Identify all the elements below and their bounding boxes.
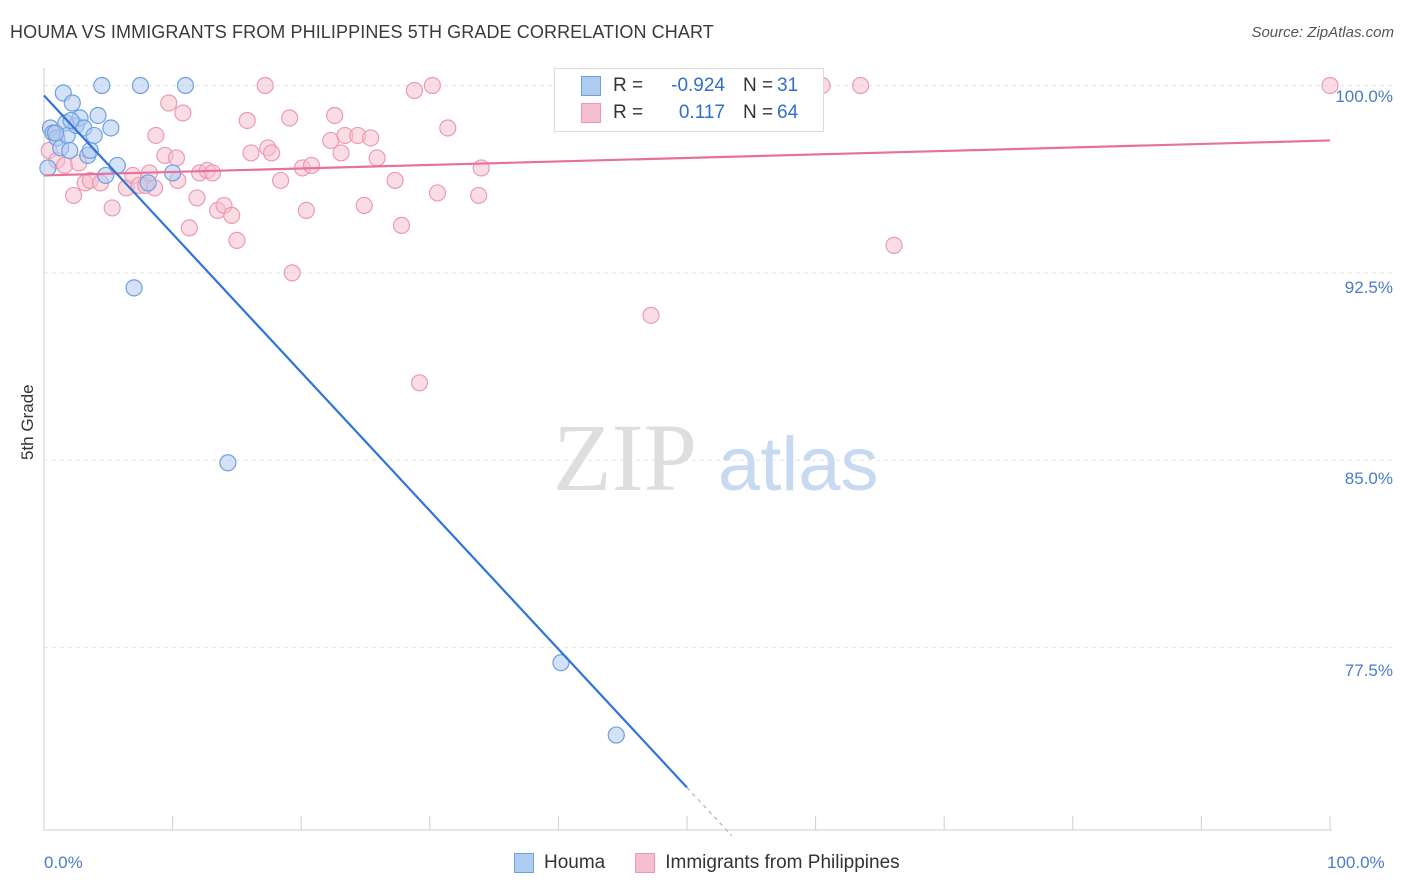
houma-point	[39, 159, 57, 177]
philippines-point	[242, 144, 260, 162]
philippines-point	[297, 201, 315, 220]
philippines-point	[188, 189, 206, 207]
houma-point	[97, 166, 115, 185]
r-value: -0.924	[671, 75, 725, 96]
houma-trendline	[43, 94, 688, 789]
philippines-point	[64, 186, 83, 205]
philippines-point	[203, 164, 222, 182]
philippines-point	[423, 76, 441, 95]
philippines-point	[885, 236, 903, 254]
x-tick-label: 100.0%	[1327, 853, 1385, 872]
houma-point	[93, 76, 111, 95]
legend-row-philippines: R = 0.117 N = 64	[581, 100, 817, 126]
philippines-trendline	[43, 139, 1331, 177]
houma-point	[139, 174, 157, 192]
philippines-point	[362, 129, 380, 147]
r-label: R =	[613, 75, 644, 96]
n-value: 64	[777, 102, 799, 123]
philippines-point	[283, 264, 301, 282]
philippines-point	[642, 306, 660, 324]
y-axis-label: 5th Grade	[18, 384, 37, 460]
philippines-point	[174, 104, 192, 122]
axes	[43, 68, 1332, 831]
watermark-atlas: atlas	[718, 422, 879, 507]
houma-swatch	[514, 853, 534, 873]
y-tick-label: 77.5%	[1344, 661, 1393, 680]
source-label: Source: ZipAtlas.com	[1251, 24, 1394, 41]
houma-point	[219, 454, 237, 472]
philippines-point	[238, 111, 256, 130]
philippines-point	[326, 106, 344, 125]
legend-label-houma: Houma	[544, 852, 606, 873]
philippines-point	[223, 206, 241, 225]
philippines-point	[263, 144, 281, 162]
houma-point	[61, 141, 79, 160]
n-label: N =	[743, 75, 774, 96]
philippines-point	[180, 219, 198, 237]
philippines-point	[55, 156, 74, 175]
houma-point	[102, 119, 120, 137]
houma-point	[89, 106, 107, 125]
chart-title: HOUMA VS IMMIGRANTS FROM PHILIPPINES 5TH…	[10, 22, 714, 42]
philippines-point	[103, 199, 121, 217]
philippines-swatch	[635, 853, 656, 873]
watermark: ZIP atlas	[553, 404, 879, 511]
r-label: R =	[613, 102, 644, 123]
philippines-point	[167, 149, 186, 167]
philippines-point	[355, 196, 373, 215]
houma-swatch	[581, 76, 601, 96]
philippines-point	[386, 171, 404, 190]
philippines-point	[160, 94, 178, 112]
houma-point	[85, 126, 103, 145]
houma-point	[607, 726, 625, 744]
philippines-point	[302, 156, 321, 175]
philippines-point	[428, 184, 447, 202]
philippines-point	[256, 76, 274, 95]
philippines-swatch	[581, 103, 601, 123]
legend-item-philippines[interactable]: Immigrants from Philippines	[635, 852, 900, 874]
n-label: N =	[743, 102, 774, 123]
trendlines	[43, 94, 1331, 837]
y-tick-label: 85.0%	[1344, 469, 1393, 488]
legend-row-houma: R = -0.924 N = 31	[581, 73, 817, 99]
houma-point	[108, 156, 126, 175]
houma-point	[63, 94, 81, 112]
series-legend: Houma Immigrants from Philippines	[514, 852, 930, 874]
philippines-point	[1321, 76, 1339, 95]
philippines-point	[272, 171, 290, 190]
houma-trendline-extension	[686, 787, 733, 837]
philippines-point	[852, 76, 870, 95]
houma-point	[131, 76, 150, 95]
philippines-point	[147, 126, 165, 145]
houma-point	[176, 76, 195, 95]
philippines-point	[368, 149, 386, 167]
n-value: 31	[777, 75, 799, 96]
y-tick-label: 100.0%	[1335, 87, 1393, 106]
philippines-point	[332, 144, 350, 162]
philippines-point	[228, 231, 246, 249]
houma-point	[552, 654, 570, 672]
philippines-point	[470, 186, 488, 205]
philippines-point	[405, 81, 423, 100]
houma-point	[62, 111, 80, 130]
philippines-point	[410, 374, 429, 392]
y-tick-label: 92.5%	[1344, 278, 1393, 297]
x-tick-label: 0.0%	[44, 853, 83, 872]
philippines-point	[392, 216, 411, 235]
legend-item-houma[interactable]: Houma	[514, 852, 605, 874]
watermark-zip: ZIP	[553, 404, 697, 511]
philippines-point	[281, 109, 299, 127]
r-value: 0.117	[678, 102, 725, 123]
correlation-legend: R = -0.924 N = 31 R = 0.117 N = 64	[554, 68, 824, 132]
legend-label-philippines: Immigrants from Philippines	[665, 852, 900, 873]
philippines-point	[439, 119, 457, 137]
houma-point	[46, 124, 65, 142]
houma-points	[39, 76, 625, 744]
houma-point	[125, 279, 143, 297]
